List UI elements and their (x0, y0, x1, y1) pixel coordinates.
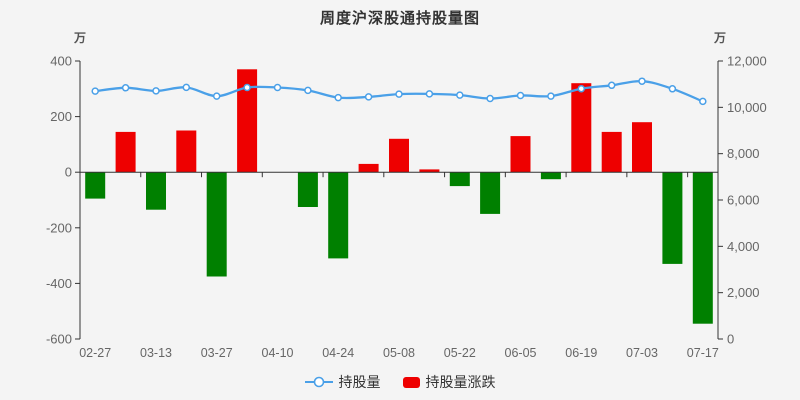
change-bar-0[interactable] (85, 172, 106, 199)
line-marker-1[interactable] (121, 84, 130, 92)
change-bar-9[interactable] (358, 163, 379, 173)
x-axis-label-07-17: 07-17 (687, 346, 719, 360)
bar-series-swatch-icon (402, 376, 420, 388)
line-marker-12[interactable] (456, 91, 464, 99)
left-axis-unit-label: 万 (73, 31, 86, 45)
left-axis-tick-label: 0 (65, 165, 72, 180)
right-axis-unit-label: 万 (713, 31, 726, 45)
right-axis-tick-label: 8,000 (727, 146, 760, 161)
line-marker-14[interactable] (516, 91, 525, 100)
line-marker-20[interactable] (699, 97, 707, 106)
line-marker-15[interactable] (547, 92, 555, 100)
line-marker-16[interactable] (577, 84, 586, 93)
x-axis-label-04-10: 04-10 (262, 346, 294, 360)
left-axis-tick-label: 400 (50, 54, 72, 69)
line-marker-13[interactable] (486, 94, 494, 103)
line-marker-18[interactable] (638, 77, 646, 85)
line-marker-7[interactable] (304, 86, 312, 95)
left-axis-tick-label: -400 (46, 276, 72, 291)
x-axis-label-07-03: 07-03 (626, 346, 658, 360)
x-axis-label-05-22: 05-22 (444, 346, 476, 360)
x-axis-label-04-24: 04-24 (322, 346, 354, 360)
line-marker-17[interactable] (607, 81, 616, 90)
line-marker-11[interactable] (425, 90, 434, 98)
line-marker-10[interactable] (395, 90, 403, 98)
right-axis-tick-label: 10,000 (727, 100, 767, 115)
change-bar-8[interactable] (328, 172, 349, 259)
right-axis-tick-label: 6,000 (727, 193, 760, 208)
change-bar-18[interactable] (632, 122, 652, 173)
legend-item-bar[interactable]: 持股量涨跌 (402, 372, 496, 392)
line-series-symbol-icon (304, 376, 333, 388)
change-bar-7[interactable] (297, 172, 318, 207)
x-axis-label-03-13: 03-13 (140, 346, 172, 360)
left-axis-tick-label: -600 (46, 332, 72, 347)
line-marker-2[interactable] (152, 87, 160, 95)
right-axis-tick-label: 4,000 (727, 239, 760, 254)
x-axis-label-02-27: 02-27 (79, 346, 111, 360)
change-bar-20[interactable] (692, 172, 713, 324)
change-bar-3[interactable] (176, 130, 197, 173)
line-marker-19[interactable] (668, 85, 677, 93)
line-marker-8[interactable] (334, 93, 342, 102)
change-bar-2[interactable] (146, 172, 166, 210)
change-bar-4[interactable] (206, 172, 227, 277)
change-bar-10[interactable] (389, 138, 409, 173)
line-marker-5[interactable] (243, 83, 251, 92)
change-bar-14[interactable] (510, 136, 531, 173)
line-marker-9[interactable] (364, 93, 373, 101)
change-bar-15[interactable] (540, 172, 561, 180)
change-bar-13[interactable] (480, 172, 501, 214)
legend-item-line[interactable]: 持股量 (304, 372, 381, 392)
change-bar-5[interactable] (237, 69, 258, 173)
line-marker-0[interactable] (91, 87, 99, 95)
change-bar-16[interactable] (571, 83, 592, 173)
change-bar-1[interactable] (115, 131, 136, 173)
change-bar-11[interactable] (419, 169, 440, 173)
right-axis-tick-label: 12,000 (727, 54, 767, 69)
left-axis-tick-label: 200 (50, 109, 72, 124)
change-bar-19[interactable] (662, 172, 683, 264)
x-axis-label-06-19: 06-19 (565, 346, 597, 360)
legend: 持股量 持股量涨跌 (0, 372, 800, 392)
right-axis-tick-label: 0 (727, 332, 734, 347)
change-bar-12[interactable] (449, 172, 470, 187)
x-axis-label-05-08: 05-08 (383, 346, 415, 360)
right-axis-tick-label: 2,000 (727, 285, 760, 300)
x-axis-label-03-27: 03-27 (201, 346, 233, 360)
line-marker-3[interactable] (182, 83, 191, 92)
left-axis-tick-label: -200 (46, 220, 72, 235)
line-marker-6[interactable] (273, 83, 282, 92)
legend-bar-label: 持股量涨跌 (425, 374, 496, 390)
line-marker-4[interactable] (212, 92, 221, 100)
legend-line-label: 持股量 (338, 374, 381, 390)
x-axis-label-06-05: 06-05 (505, 346, 537, 360)
change-bar-17[interactable] (601, 131, 622, 173)
chart-title: 周度沪深股通持股量图 (319, 10, 480, 27)
